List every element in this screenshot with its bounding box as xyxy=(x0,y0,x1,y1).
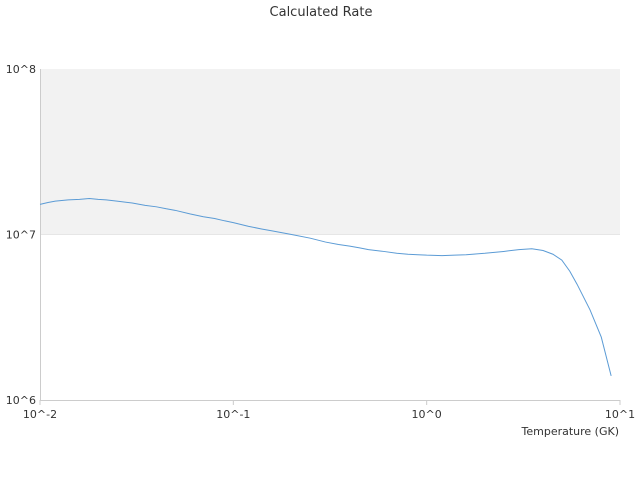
x-tick-label-1: 10^-1 xyxy=(216,408,250,421)
series-line xyxy=(39,198,612,376)
x-tick-labels: 10^-2 10^-1 10^0 10^1 xyxy=(23,408,635,421)
y-tick-label-1: 10^7 xyxy=(6,229,36,242)
x-tick-marks xyxy=(39,400,621,405)
x-tick-label-2: 10^0 xyxy=(412,408,442,421)
x-axis-title: Temperature (GK) xyxy=(521,425,620,438)
upper-decade-band xyxy=(40,69,620,235)
y-tick-label-2: 10^8 xyxy=(6,63,36,76)
chart-title: Calculated Rate xyxy=(270,5,373,20)
x-tick-label-0: 10^-2 xyxy=(23,408,57,421)
x-tick-label-3: 10^1 xyxy=(605,408,635,421)
y-tick-labels: 10^6 10^7 10^8 xyxy=(6,63,36,407)
y-tick-label-0: 10^6 xyxy=(6,394,36,407)
